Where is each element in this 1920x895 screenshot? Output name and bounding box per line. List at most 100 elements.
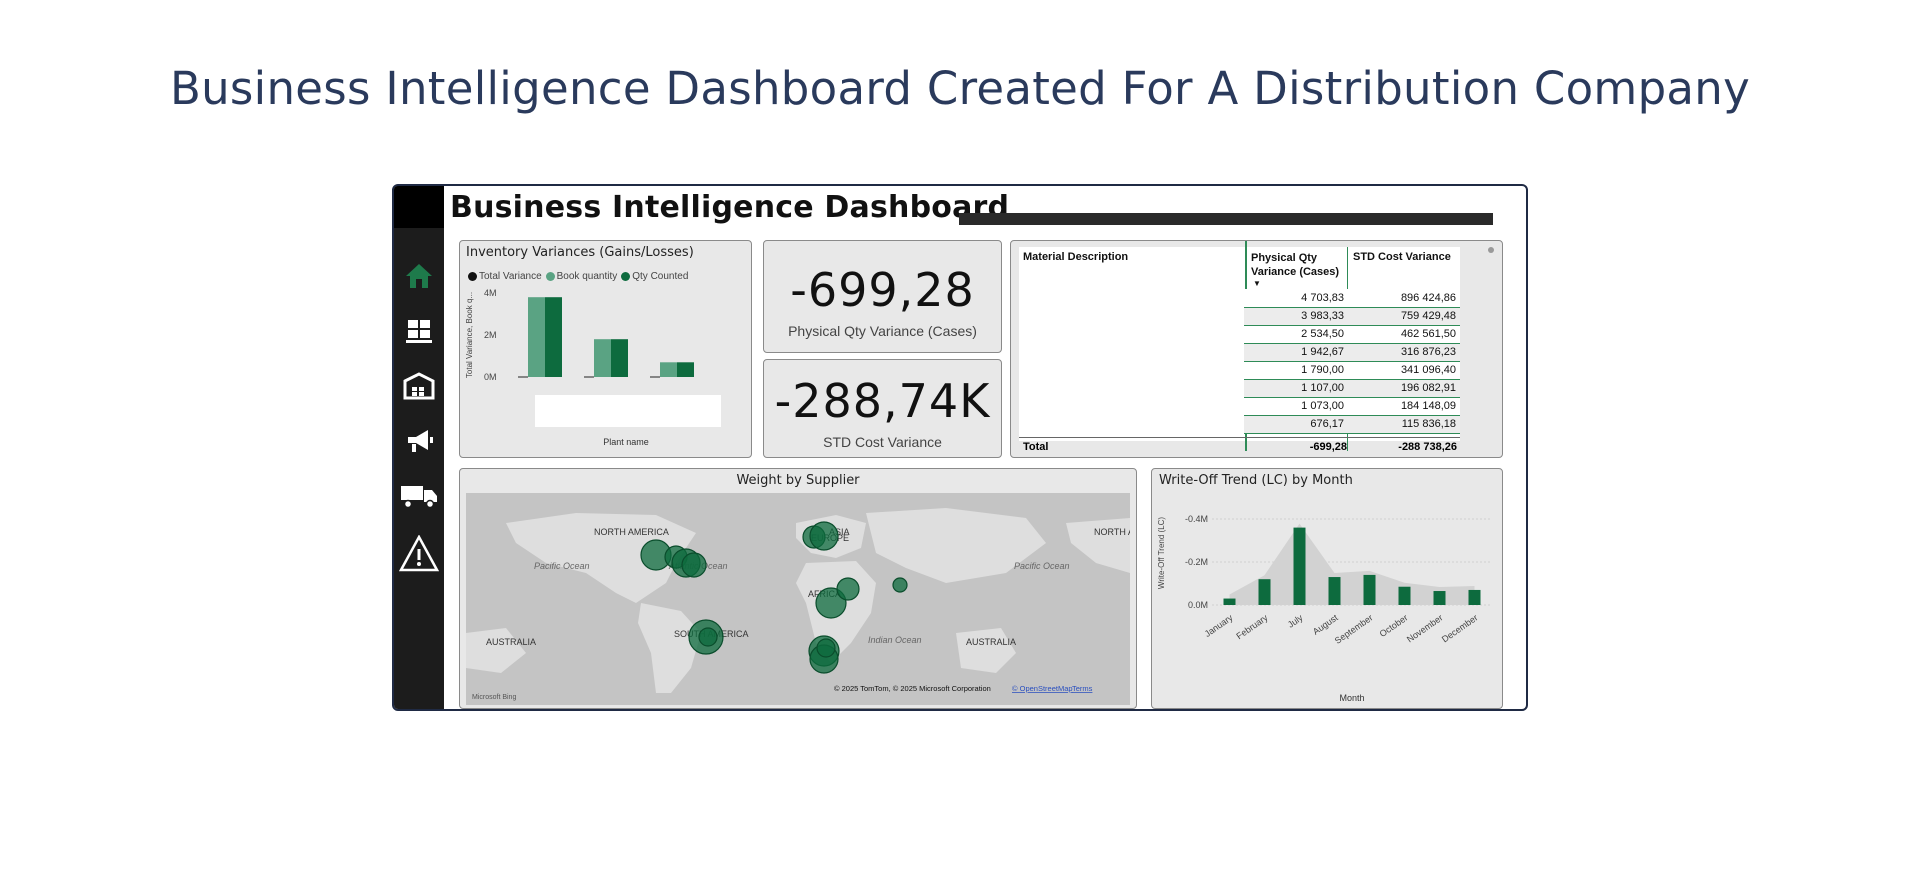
y-tick-label: 4M xyxy=(484,288,497,298)
bar xyxy=(545,297,562,377)
y-tick-label: -0.2M xyxy=(1185,557,1208,567)
header-std-cost[interactable]: STD Cost Variance xyxy=(1353,251,1451,263)
inventory-variances-panel[interactable]: Inventory Variances (Gains/Losses) Total… xyxy=(459,240,752,458)
warehouse-icon[interactable] xyxy=(394,366,444,406)
inventory-panel-title: Inventory Variances (Gains/Losses) xyxy=(466,245,694,260)
variance-table: 4 703,83 896 424,86 3 983,33 759 429,48 2 53… xyxy=(1244,289,1460,434)
legend-item: Qty Counted xyxy=(621,271,688,282)
bar xyxy=(1328,577,1341,605)
header-physical-qty[interactable]: Physical Qty Variance (Cases) xyxy=(1251,252,1340,278)
table-scrollbar[interactable] xyxy=(1487,245,1495,445)
bar xyxy=(1468,589,1481,605)
kpi-cost-value: -288,74K xyxy=(774,374,991,428)
bar xyxy=(1258,579,1271,605)
bar xyxy=(611,339,628,377)
sort-desc-icon[interactable]: ▼ xyxy=(1253,279,1261,288)
total-qty: -699,28 xyxy=(1309,441,1347,453)
cell-physical-qty: 1 790,00 xyxy=(1244,361,1348,380)
cell-std-cost: 896 424,86 xyxy=(1348,289,1460,308)
map-label: Pacific Ocean xyxy=(1014,561,1070,571)
x-tick-label: January xyxy=(1203,612,1235,639)
sidebar-nav xyxy=(394,186,444,709)
kpi-qty-label: Physical Qty Variance (Cases) xyxy=(788,323,977,339)
material-description-column xyxy=(1019,247,1244,441)
y-axis-label: Write-Off Trend (LC) xyxy=(1157,517,1166,590)
pallet-icon[interactable] xyxy=(394,311,444,351)
x-tick-label: December xyxy=(1440,612,1480,644)
x-tick-label: October xyxy=(1378,612,1410,639)
bar xyxy=(528,297,545,377)
y-tick-label: -0.4M xyxy=(1185,514,1208,524)
legend-item: Total Variance xyxy=(468,271,542,282)
map-label: Pacific Ocean xyxy=(534,561,590,571)
table-row[interactable]: 2 534,50 462 561,50 xyxy=(1244,325,1460,344)
x-tick-label: November xyxy=(1405,612,1445,644)
bar xyxy=(677,362,694,377)
x-axis-label: Plant name xyxy=(603,437,649,447)
cell-physical-qty: 4 703,83 xyxy=(1244,289,1348,308)
y-tick-label: 2M xyxy=(484,330,497,340)
variance-table-panel[interactable]: Material Description Physical Qty Varian… xyxy=(1010,240,1503,458)
total-row: Total -699,28 -288 738,26 xyxy=(1019,437,1460,457)
y-tick-label: 0M xyxy=(484,372,497,382)
lower-panel xyxy=(900,710,1503,711)
bar xyxy=(1433,591,1446,605)
inventory-legend: Total Variance Book quantity Qty Counted xyxy=(468,271,688,282)
map-label: AUSTRALIA xyxy=(966,637,1016,647)
bar xyxy=(1293,527,1306,605)
bar xyxy=(1223,598,1236,605)
cell-std-cost: 316 876,23 xyxy=(1348,343,1460,362)
cell-physical-qty: 1 107,00 xyxy=(1244,379,1348,398)
cell-std-cost: 341 096,40 xyxy=(1348,361,1460,380)
plant-axis-area xyxy=(535,395,721,427)
warning-icon[interactable] xyxy=(394,534,444,574)
map-attribution: © 2025 TomTom, © 2025 Microsoft Corporat… xyxy=(834,684,991,693)
world-map[interactable]: NORTH AMERICA ASIA NORTH A Pacific Ocean… xyxy=(466,493,1130,705)
write-off-bar-chart: -0.4M -0.2M 0.0M January February July AugustS… xyxy=(1157,514,1492,703)
map-label: NORTH A xyxy=(1094,527,1130,537)
table-row[interactable]: 676,17 115 836,18 xyxy=(1244,415,1460,434)
lower-panel xyxy=(674,710,891,711)
cell-std-cost: 184 148,09 xyxy=(1348,397,1460,416)
terms-link[interactable]: Terms xyxy=(1072,684,1093,693)
cell-physical-qty: 3 983,33 xyxy=(1244,307,1348,326)
cell-physical-qty: 2 534,50 xyxy=(1244,325,1348,344)
table-row[interactable]: 1 073,00 184 148,09 xyxy=(1244,397,1460,416)
megaphone-icon[interactable] xyxy=(394,421,444,461)
page-heading: Business Intelligence Dashboard Created … xyxy=(169,62,1751,115)
total-label: Total xyxy=(1023,441,1049,453)
trend-area xyxy=(1229,523,1475,605)
x-tick-label: July xyxy=(1286,612,1305,630)
map-label: NORTH AMERICA xyxy=(594,527,669,537)
table-row[interactable]: 1 107,00 196 082,91 xyxy=(1244,379,1460,398)
truck-icon[interactable] xyxy=(394,476,444,516)
header-material-description: Material Description xyxy=(1023,251,1129,263)
openstreetmap-link[interactable]: © OpenStreetMap xyxy=(1012,684,1073,693)
kpi-qty-value: -699,28 xyxy=(790,263,975,317)
bar xyxy=(1363,574,1376,605)
write-off-trend-panel[interactable]: Write-Off Trend (LC) by Month -0.4M -0.2M… xyxy=(1151,468,1503,709)
home-icon[interactable] xyxy=(394,256,444,296)
cell-std-cost: 196 082,91 xyxy=(1348,379,1460,398)
x-tick-label: February xyxy=(1234,612,1270,641)
map-label: Indian Ocean xyxy=(868,635,922,645)
title-underline xyxy=(959,213,1493,225)
bar xyxy=(660,362,677,377)
kpi-physical-qty-panel[interactable]: -699,28 Physical Qty Variance (Cases) xyxy=(763,240,1002,353)
lower-panel xyxy=(459,710,663,711)
table-row[interactable]: 4 703,83 896 424,86 xyxy=(1244,289,1460,308)
cell-physical-qty: 676,17 xyxy=(1244,415,1348,434)
cell-std-cost: 759 429,48 xyxy=(1348,307,1460,326)
x-tick-label: September xyxy=(1333,612,1375,645)
cell-physical-qty: 1 942,67 xyxy=(1244,343,1348,362)
kpi-std-cost-panel[interactable]: -288,74K STD Cost Variance xyxy=(763,359,1002,458)
kpi-cost-label: STD Cost Variance xyxy=(823,434,942,450)
weight-by-supplier-panel[interactable]: Weight by Supplier NORTH AMERICA ASIA NO… xyxy=(459,468,1137,709)
table-row[interactable]: 1 790,00 341 096,40 xyxy=(1244,361,1460,380)
x-tick-label: August xyxy=(1311,612,1340,637)
bing-logo: Microsoft Bing xyxy=(472,694,516,701)
table-row[interactable]: 3 983,33 759 429,48 xyxy=(1244,307,1460,326)
bar xyxy=(1398,586,1411,605)
cell-std-cost: 115 836,18 xyxy=(1348,415,1460,434)
table-row[interactable]: 1 942,67 316 876,23 xyxy=(1244,343,1460,362)
